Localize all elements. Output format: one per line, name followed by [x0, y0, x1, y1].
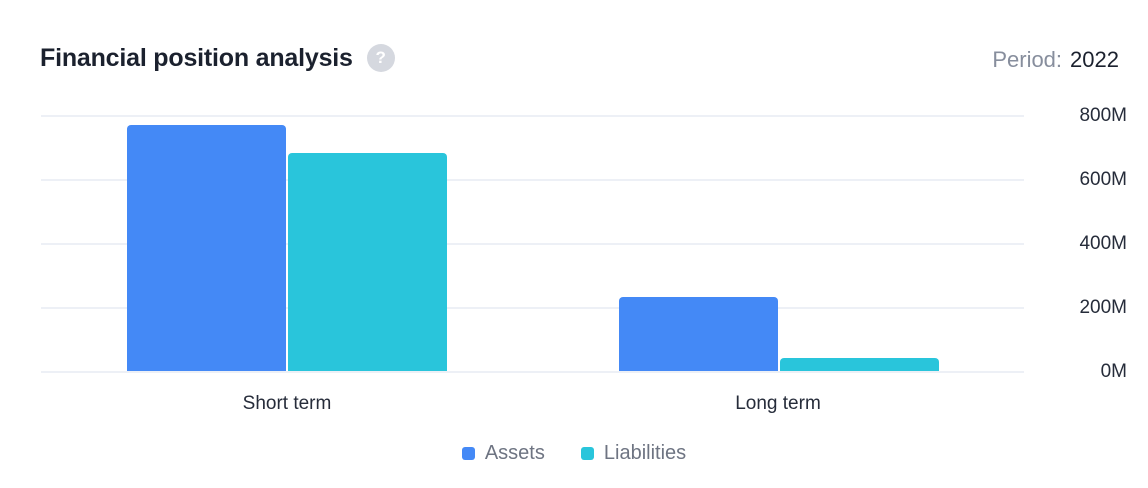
gridline — [41, 179, 1024, 181]
x-tick-label-long-term: Long term — [735, 393, 821, 414]
y-tick-label: 400M — [1079, 233, 1127, 254]
y-tick-label: 600M — [1079, 169, 1127, 190]
bar-assets-long-term[interactable] — [618, 297, 778, 371]
gridline — [41, 307, 1024, 309]
y-tick-label: 200M — [1079, 297, 1127, 318]
period-label: Period: — [992, 47, 1063, 72]
gridline — [41, 371, 1024, 373]
legend-swatch-liabilities — [580, 447, 594, 460]
bar-assets-short-term[interactable] — [126, 125, 286, 371]
chart-legend: Assets Liabilities — [0, 442, 1148, 465]
legend-label: Liabilities — [603, 442, 687, 464]
legend-item-liabilities[interactable]: Liabilities — [580, 442, 687, 465]
category-band-short-term — [41, 115, 533, 371]
legend-label: Assets — [484, 442, 545, 464]
legend-swatch-assets — [461, 447, 475, 460]
page-title: Financial position analysis — [40, 44, 353, 72]
help-icon[interactable]: ? — [366, 44, 395, 72]
gridline — [41, 243, 1024, 245]
x-tick-label-short-term: Short term — [242, 393, 332, 414]
period-selector[interactable]: Period: 2022 — [992, 47, 1119, 73]
period-value: 2022 — [1070, 47, 1119, 72]
y-tick-label: 800M — [1079, 105, 1127, 126]
gridline — [41, 115, 1024, 117]
y-tick-label: 0M — [1100, 361, 1127, 382]
category-band-long-term — [533, 115, 1025, 371]
legend-item-assets[interactable]: Assets — [461, 442, 545, 465]
header: Financial position analysis ? — [40, 42, 395, 74]
bar-liabilities-long-term[interactable] — [779, 358, 939, 371]
plot-area — [41, 115, 1025, 373]
bar-liabilities-short-term[interactable] — [287, 153, 447, 371]
